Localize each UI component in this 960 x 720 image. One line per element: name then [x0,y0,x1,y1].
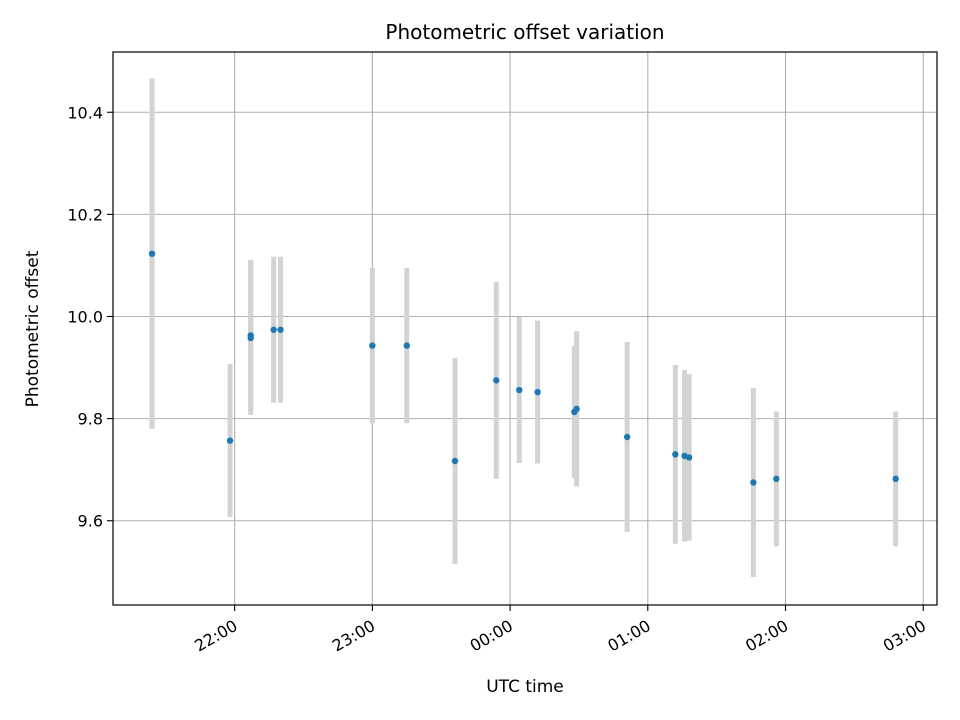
data-point [493,377,500,384]
chart-title: Photometric offset variation [385,20,664,44]
y-tick-label: 10.0 [67,308,103,327]
data-point [685,454,693,461]
data-point [672,451,679,458]
y-tick-label: 9.8 [78,410,103,429]
data-point [226,437,234,444]
data-point [451,457,459,465]
data-point [403,342,410,349]
y-axis-ticks: 9.6 9.8 10.0 10.2 10.4 [67,103,113,531]
data-point [270,326,277,333]
y-tick-label: 9.6 [78,512,103,531]
y-tick-label: 10.4 [67,103,103,122]
data-point [534,388,541,396]
y-axis-label: Photometric offset [23,250,43,407]
data-point [623,433,631,441]
plot-frame [112,51,938,606]
data-point [573,405,580,413]
data-point [247,332,254,339]
data-point [148,250,156,257]
data-point [750,479,757,486]
data-point [277,326,284,333]
x-axis-label: UTC time [486,677,564,697]
data-point [369,342,376,349]
data-points [148,250,899,486]
data-point [773,475,780,483]
data-point [516,386,523,394]
y-tick-label: 10.2 [67,205,103,224]
data-point [892,475,899,483]
grid [113,52,937,605]
